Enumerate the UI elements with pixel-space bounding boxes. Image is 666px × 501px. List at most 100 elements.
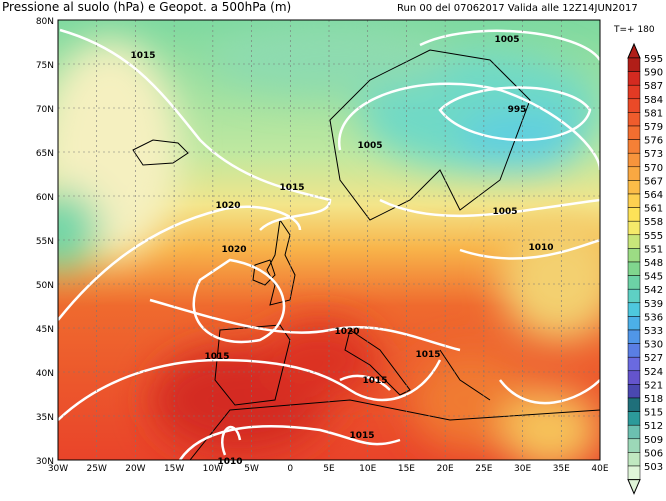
lat-label: 30N [36,457,54,467]
legend-swatch [627,57,641,72]
isobar-label: 1005 [492,207,517,217]
legend-label: 542 [644,285,663,296]
lon-label: 20E [437,464,454,474]
lat-label: 40N [36,369,54,379]
legend-label: 584 [644,95,663,106]
lon-label: 0 [287,464,293,474]
legend-swatch [627,275,641,290]
legend-swatch [627,112,641,127]
lon-label: 25E [475,464,492,474]
legend-label: 573 [644,149,663,160]
isobar-label: 995 [508,105,527,115]
isobar-label: 1015 [362,376,387,386]
legend-swatch [627,98,641,113]
isobar-label: 1015 [349,431,374,441]
legend-label: 561 [644,204,663,215]
lon-label: 5W [244,464,259,474]
legend-swatch [627,193,641,208]
legend-label: 527 [644,353,663,364]
lon-label: 35E [553,464,570,474]
legend-swatch [627,329,641,344]
map-field [58,20,600,460]
isobar-label: 1010 [528,243,553,253]
legend-swatch [627,220,641,236]
isobar-label: 1010 [217,457,242,467]
legend-label: 518 [644,394,663,405]
lon-label: 30E [514,464,531,474]
isobar-label: 1005 [494,35,519,45]
isobar-label: 1015 [415,350,440,360]
legend-arrow [627,42,641,59]
legend-label: 551 [644,244,663,255]
lat-label: 60N [36,193,54,203]
isobar-label: 1005 [357,141,382,151]
lon-label: 15E [398,464,415,474]
legend-swatch [627,438,641,453]
legend-swatch [627,452,641,467]
legend-label: 521 [644,380,663,391]
lat-label: 80N [36,17,54,27]
lon-label: 15W [164,464,184,474]
legend-swatch [627,84,641,100]
legend-label: 512 [644,421,663,432]
legend-label: 564 [644,190,663,201]
isobar-label: 1020 [334,327,359,337]
isobar-label: 1015 [130,51,155,61]
lon-label: 25W [87,464,107,474]
legend-label: 515 [644,408,663,419]
legend-swatch [627,384,641,399]
isobar-label: 1015 [279,183,304,193]
legend-label: 555 [644,231,663,242]
legend-swatch [627,288,641,304]
legend-label: 587 [644,81,663,92]
legend-swatch [627,370,641,385]
lat-label: 75N [36,61,54,71]
legend-swatch [627,343,641,358]
legend-swatch [627,316,641,331]
lat-label: 45N [36,325,54,335]
lon-label: 5E [323,464,335,474]
legend-swatch [627,234,641,249]
title: Pressione al suolo (hPa) e Geopot. a 500… [2,0,291,14]
legend-swatch [627,139,641,154]
legend-swatch [627,152,641,168]
run-info: Run 00 del 07062017 Valida alle 12Z14JUN… [397,3,638,14]
lat-label: 35N [36,413,54,423]
legend-label: 506 [644,448,663,459]
lon-label: 10E [359,464,376,474]
legend-swatch [627,248,641,263]
legend-label: 509 [644,435,663,446]
legend-swatch [627,166,641,181]
legend-label: 536 [644,312,663,323]
legend-label: 545 [644,272,663,283]
legend-arrow [627,479,641,495]
map-frame [57,19,601,461]
legend-swatch [627,207,641,222]
lon-label: 40E [591,464,608,474]
isobar-label: 1015 [204,352,229,362]
legend-swatch [627,356,641,372]
legend-label: 579 [644,122,663,133]
legend-swatch [627,397,641,412]
legend-label: 533 [644,326,663,337]
legend-label: 503 [644,462,663,473]
lon-label: 10W [203,464,223,474]
legend-swatch [627,424,641,440]
legend-swatch [627,302,641,317]
legend-swatch [627,411,641,426]
legend-swatch [627,71,641,86]
legend-label: 581 [644,108,663,119]
legend-swatch [627,261,641,276]
isobar-label: 1020 [215,201,240,211]
legend-label: 558 [644,217,663,228]
lon-label: 20W [125,464,145,474]
legend-label: 576 [644,136,663,147]
legend-label: 524 [644,367,663,378]
lat-label: 50N [36,281,54,291]
lat-label: 70N [36,105,54,115]
legend-swatch [627,125,641,140]
legend-label: 570 [644,163,663,174]
legend-label: 548 [644,258,663,269]
